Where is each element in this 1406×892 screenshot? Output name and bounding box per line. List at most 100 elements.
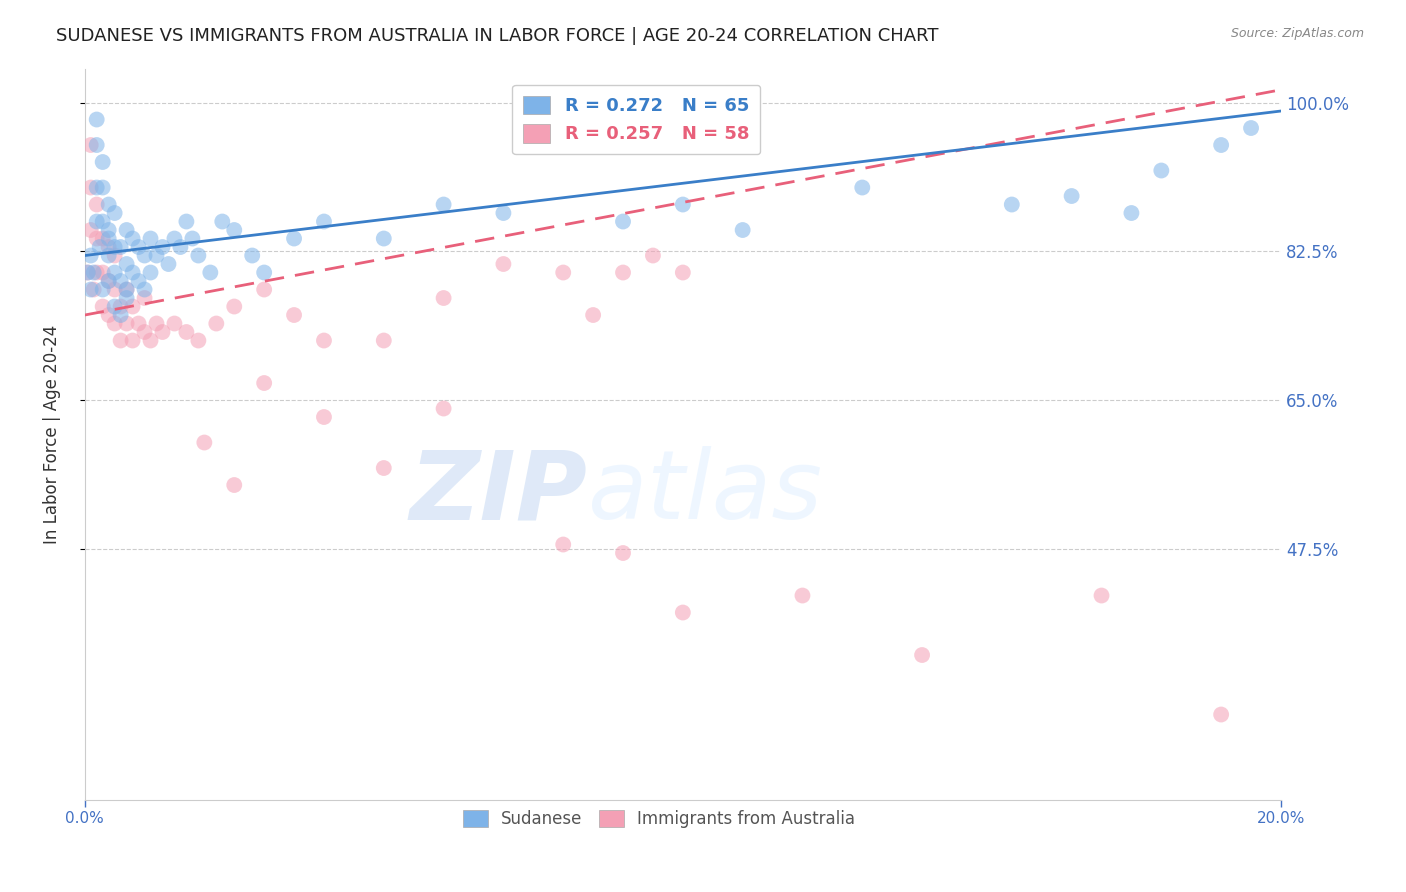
Point — [1211, 138, 1233, 153]
Point — [253, 283, 276, 297]
Point — [200, 266, 222, 280]
Point — [89, 240, 111, 254]
Point — [97, 248, 120, 262]
Point — [312, 214, 335, 228]
Point — [641, 248, 664, 262]
Point — [187, 334, 209, 348]
Point — [115, 283, 138, 297]
Point — [115, 291, 138, 305]
Point — [104, 266, 127, 280]
Point — [851, 180, 873, 194]
Point — [80, 180, 103, 194]
Point — [110, 274, 132, 288]
Legend: Sudanese, Immigrants from Australia: Sudanese, Immigrants from Australia — [456, 804, 862, 835]
Point — [911, 648, 934, 662]
Point — [91, 266, 114, 280]
Point — [176, 325, 198, 339]
Point — [104, 240, 127, 254]
Point — [134, 248, 156, 262]
Point — [76, 266, 98, 280]
Point — [97, 231, 120, 245]
Point — [83, 266, 105, 280]
Point — [97, 274, 120, 288]
Point — [240, 248, 263, 262]
Point — [283, 308, 305, 322]
Point — [128, 240, 150, 254]
Point — [104, 206, 127, 220]
Point — [193, 435, 215, 450]
Point — [731, 223, 754, 237]
Point — [86, 214, 108, 228]
Point — [1090, 589, 1112, 603]
Point — [91, 300, 114, 314]
Point — [224, 223, 246, 237]
Point — [373, 231, 395, 245]
Point — [433, 291, 456, 305]
Point — [110, 240, 132, 254]
Point — [121, 300, 143, 314]
Point — [97, 197, 120, 211]
Text: SUDANESE VS IMMIGRANTS FROM AUSTRALIA IN LABOR FORCE | AGE 20-24 CORRELATION CHA: SUDANESE VS IMMIGRANTS FROM AUSTRALIA IN… — [56, 27, 939, 45]
Point — [139, 231, 162, 245]
Point — [672, 197, 695, 211]
Point — [492, 257, 515, 271]
Text: atlas: atlas — [588, 446, 823, 539]
Point — [104, 248, 127, 262]
Point — [176, 214, 198, 228]
Point — [373, 461, 395, 475]
Point — [312, 410, 335, 425]
Point — [91, 231, 114, 245]
Point — [115, 283, 138, 297]
Point — [104, 283, 127, 297]
Point — [582, 308, 605, 322]
Point — [1150, 163, 1173, 178]
Point — [97, 274, 120, 288]
Point — [145, 317, 167, 331]
Point — [121, 231, 143, 245]
Point — [86, 112, 108, 127]
Point — [110, 334, 132, 348]
Point — [97, 240, 120, 254]
Point — [169, 240, 191, 254]
Point — [433, 197, 456, 211]
Point — [163, 231, 186, 245]
Point — [205, 317, 228, 331]
Point — [91, 180, 114, 194]
Point — [145, 248, 167, 262]
Point — [1001, 197, 1024, 211]
Y-axis label: In Labor Force | Age 20-24: In Labor Force | Age 20-24 — [44, 325, 60, 543]
Point — [97, 308, 120, 322]
Point — [86, 197, 108, 211]
Point — [76, 266, 98, 280]
Point — [115, 317, 138, 331]
Point — [86, 180, 108, 194]
Point — [80, 138, 103, 153]
Point — [104, 317, 127, 331]
Point — [97, 223, 120, 237]
Point — [163, 317, 186, 331]
Point — [91, 283, 114, 297]
Point — [152, 240, 174, 254]
Point — [224, 478, 246, 492]
Point — [134, 291, 156, 305]
Point — [104, 300, 127, 314]
Point — [253, 376, 276, 390]
Point — [433, 401, 456, 416]
Point — [86, 266, 108, 280]
Point — [110, 308, 132, 322]
Point — [121, 266, 143, 280]
Point — [312, 334, 335, 348]
Point — [553, 266, 575, 280]
Point — [612, 546, 634, 560]
Point — [1211, 707, 1233, 722]
Point — [80, 248, 103, 262]
Text: Source: ZipAtlas.com: Source: ZipAtlas.com — [1230, 27, 1364, 40]
Point — [224, 300, 246, 314]
Point — [115, 257, 138, 271]
Point — [181, 231, 204, 245]
Point — [373, 334, 395, 348]
Point — [211, 214, 233, 228]
Point — [672, 606, 695, 620]
Point — [187, 248, 209, 262]
Point — [128, 274, 150, 288]
